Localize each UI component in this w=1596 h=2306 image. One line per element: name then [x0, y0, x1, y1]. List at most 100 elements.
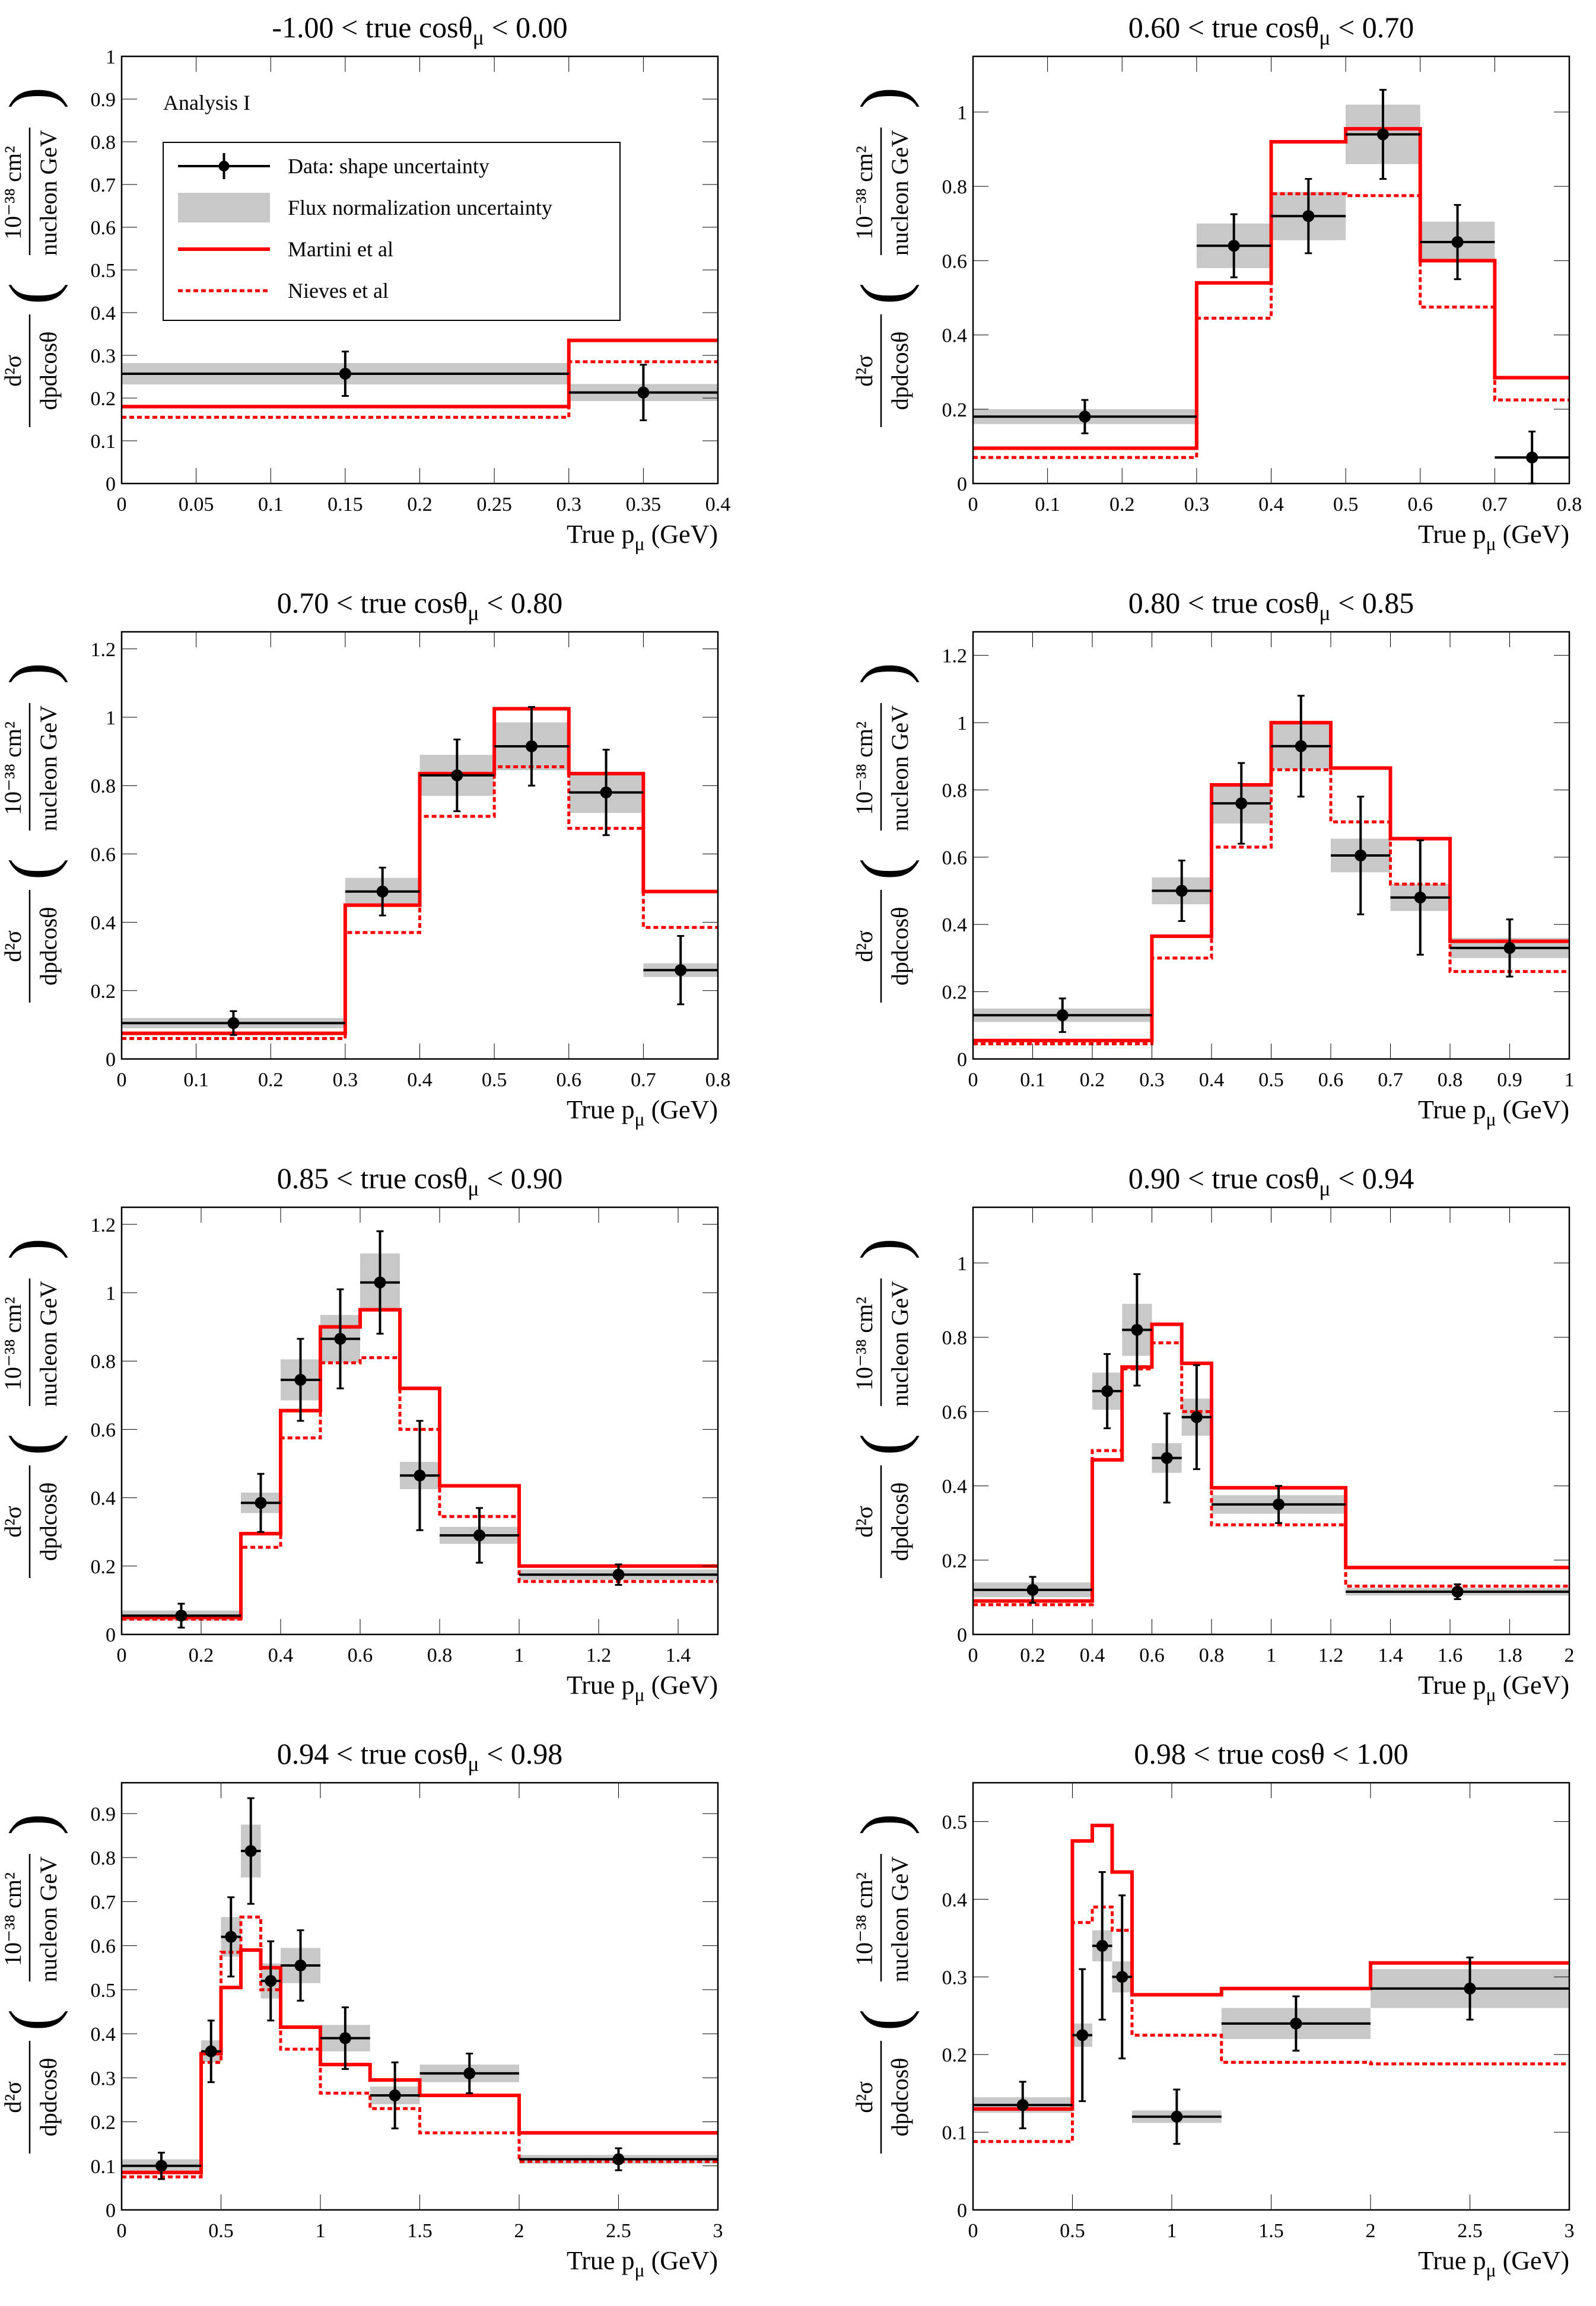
x-tick-label: 0.5: [1333, 494, 1359, 516]
data-point: [612, 2153, 625, 2165]
y-tick-label: 0.6: [91, 1936, 116, 1958]
x-tick-label: 1.5: [1258, 2220, 1284, 2242]
data-point: [1235, 797, 1248, 810]
x-tick-label: 0.8: [1438, 1069, 1463, 1091]
y-tick-label: 0.8: [91, 1351, 116, 1373]
ylabel-unit-num: 10⁻³⁸ cm²: [851, 1297, 878, 1391]
x-tick-label: 0: [968, 2220, 978, 2242]
y-tick-label: 1: [106, 1283, 116, 1305]
y-tick-label: 0.1: [91, 431, 116, 453]
y-tick-label: 0.7: [91, 1891, 116, 1913]
panel-title: 0.94 < true cosθμ < 0.98: [277, 1737, 563, 1776]
x-tick-label: 0.3: [1184, 494, 1210, 516]
ylabel-unit-den: nucleon GeV: [35, 1856, 62, 1982]
y-tick-label: 0.2: [942, 2044, 968, 2066]
panel-title: 0.60 < true cosθμ < 0.70: [1128, 11, 1414, 49]
data-point: [463, 2067, 476, 2079]
x-tick-label: 0: [968, 1645, 978, 1666]
ylabel-den: dpdcosθ: [35, 1483, 62, 1561]
y-tick-label: 0.6: [91, 844, 116, 866]
panel-7: 0.94 < true cosθμ < 0.980 0.5 1 1.5 2 2.5 300.…: [0, 1737, 723, 2280]
xlabel-main: True p: [567, 1095, 635, 1124]
x-tick-label: 0.4: [407, 1069, 433, 1091]
data-point: [244, 1845, 257, 1857]
x-tick-label: 0: [117, 2220, 127, 2242]
xlabel-unit: (GeV): [645, 2246, 718, 2275]
x-axis-label: True pμ (GeV): [567, 2246, 718, 2280]
y-tick-label: 0.4: [942, 914, 968, 936]
martini-line: [973, 1322, 1569, 1603]
x-tick-label: 1.4: [666, 1645, 691, 1666]
ylabel-paren-close: ): [847, 663, 920, 685]
y-tick-label: 0.8: [942, 780, 968, 801]
x-tick-label: 2.5: [606, 2220, 631, 2242]
x-tick-label: 0.2: [189, 1645, 214, 1666]
x-tick-label: 0.4: [1199, 1069, 1225, 1091]
data-point: [294, 1960, 307, 1972]
x-tick-label: 1.6: [1438, 1645, 1463, 1666]
x-tick-label: 1.8: [1497, 1645, 1522, 1666]
data-point: [1464, 1982, 1476, 1995]
y-tick-label: 0.8: [91, 132, 116, 154]
x-axis-label: True pμ (GeV): [1418, 1671, 1569, 1705]
data-point: [1355, 850, 1367, 862]
x-tick-label: 0.8: [1557, 494, 1582, 516]
y-tick-label: 0.5: [942, 1811, 968, 1833]
data-point: [255, 1497, 267, 1509]
y-tick-label: 0.4: [91, 1488, 116, 1510]
title-sub: μ: [1319, 1176, 1330, 1200]
y-axis-label: d²σ dpdcosθ (10⁻³⁸ cm² nucleon GeV): [847, 663, 920, 1003]
data-point: [389, 2089, 401, 2102]
data-point: [339, 2032, 351, 2044]
x-tick-label: 0.7: [1482, 494, 1508, 516]
y-tick-label: 0.6: [942, 847, 968, 869]
xlabel-sub: μ: [634, 1108, 644, 1130]
x-tick-label: 1: [1266, 1645, 1276, 1666]
ylabel-unit-den: nucleon GeV: [35, 1281, 62, 1407]
xlabel-unit: (GeV): [645, 520, 718, 549]
xlabel-unit: (GeV): [1496, 520, 1569, 549]
title-tail: < 1.00: [1325, 1737, 1409, 1770]
panel-8: 0.98 < true cosθ < 1.00 0 0.5 1 1.5 2 2.5 3 0 0.1…: [847, 1737, 1575, 2280]
title-tail: < 0.94: [1331, 1162, 1414, 1195]
x-tick-label: 0.9: [1497, 1069, 1522, 1091]
x-tick-label: 0: [117, 494, 127, 516]
data-point: [376, 885, 389, 898]
xlabel-main: True p: [1418, 1095, 1486, 1124]
x-tick-label: 0.2: [1020, 1645, 1045, 1666]
x-tick-label: 0.2: [1080, 1069, 1105, 1091]
x-tick-label: 0.5: [1060, 2220, 1085, 2242]
y-tick-label: 0.6: [91, 217, 116, 239]
y-tick-label: 0.2: [942, 399, 968, 421]
ylabel-paren-close: ): [0, 663, 68, 685]
y-tick-label: 1.2: [91, 1214, 116, 1236]
xlabel-sub: μ: [634, 2259, 644, 2280]
legend-flux-label: Flux normalization uncertainty: [288, 196, 552, 220]
title-main: 0.80 < true cosθ: [1128, 586, 1320, 619]
y-tick-label: 0: [106, 1624, 116, 1646]
y-tick-label: 0.6: [942, 250, 968, 272]
x-tick-label: 0.05: [179, 494, 214, 516]
panel-6: 0.90 < true cosθμ < 0.940 0.2 0.4 0.6 0.8 1 1.…: [847, 1162, 1575, 1705]
xlabel-main: True p: [567, 1671, 635, 1700]
ylabel-paren-close: ): [847, 1238, 920, 1260]
xlabel-main: True p: [567, 520, 635, 549]
data-point: [1079, 411, 1091, 423]
y-tick-label: 1: [957, 102, 967, 124]
data-point: [1451, 236, 1464, 249]
panel-1: -1.00 < true cosθμ < 0.000 0.05 0.1 0.15 0.2…: [0, 11, 730, 554]
ylabel-num: d²σ: [0, 2081, 26, 2113]
ylabel-den: dpdcosθ: [886, 1483, 913, 1561]
ylabel-num: d²σ: [851, 930, 878, 962]
data-point: [1376, 128, 1389, 141]
y-tick-label: 0: [957, 1049, 967, 1071]
ylabel-unit-den: nucleon GeV: [35, 130, 62, 256]
x-tick-label: 0.2: [258, 1069, 284, 1091]
data-point: [600, 786, 612, 799]
y-axis-label: d²σ dpdcosθ (10⁻³⁸ cm² nucleon GeV): [0, 1814, 68, 2154]
x-tick-label: 2: [514, 2220, 524, 2242]
xlabel-sub: μ: [1486, 2259, 1496, 2280]
ylabel-num: d²σ: [851, 2081, 878, 2113]
title-main: 0.90 < true cosθ: [1128, 1162, 1320, 1195]
